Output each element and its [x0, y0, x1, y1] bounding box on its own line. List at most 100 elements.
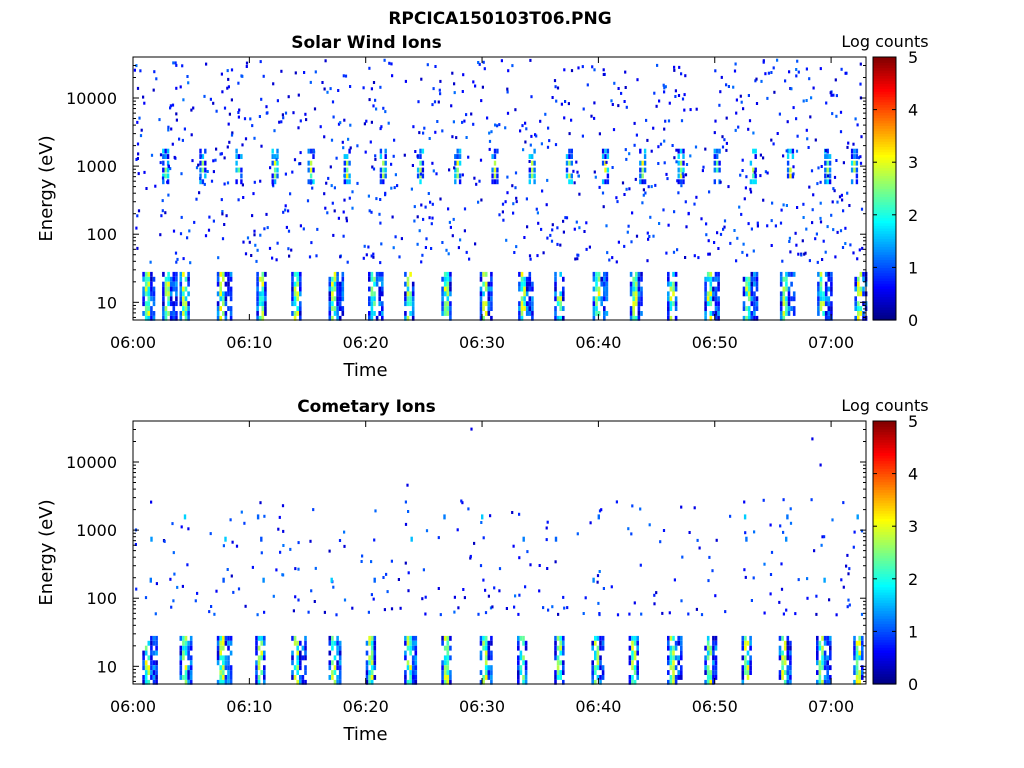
spectrogram-cell [310, 241, 313, 245]
spectrogram-cell [155, 640, 158, 646]
spectrogram-cell [754, 154, 757, 159]
spectrogram-cell [426, 63, 429, 67]
spectrogram-cell [313, 150, 316, 154]
spectrogram-cell [714, 315, 718, 321]
spectrogram-cell [713, 167, 716, 173]
spectrogram-cell [147, 655, 151, 661]
spectrogram-cell [546, 567, 549, 570]
spectrogram-cell [855, 154, 859, 159]
spectrogram-cell [360, 560, 363, 563]
x-tick-label: 07:00 [808, 697, 854, 716]
spectrogram-cell [859, 306, 863, 311]
spectrogram-cell [380, 242, 383, 246]
spectrogram-cell [525, 291, 529, 297]
spectrogram-cell [712, 276, 715, 282]
spectrogram-cell [517, 665, 520, 671]
spectrogram-cell [750, 281, 754, 287]
spectrogram-cell [556, 242, 559, 246]
spectrogram-cell [819, 291, 823, 297]
spectrogram-cell [826, 167, 829, 173]
spectrogram-cell [827, 271, 831, 277]
spectrogram-cell [414, 635, 418, 641]
spectrogram-cell [528, 173, 531, 179]
spectrogram-cell [323, 192, 326, 196]
spectrogram-cell [824, 301, 828, 307]
spectrogram-cell [256, 271, 259, 277]
spectrogram-cell [441, 670, 444, 675]
spectrogram-cell [672, 301, 675, 307]
spectrogram-cell [293, 158, 297, 162]
colorbar-segment [873, 447, 896, 451]
spectrogram-cell [422, 568, 425, 572]
spectrogram-cell [519, 635, 523, 641]
spectrogram-cell [545, 526, 548, 530]
spectrogram-cell [333, 281, 337, 287]
spectrogram-cell [199, 160, 202, 166]
spectrogram-cell [281, 573, 284, 577]
spectrogram-cell [381, 286, 384, 292]
spectrogram-cell [697, 256, 700, 260]
spectrogram-cell [482, 679, 485, 685]
spectrogram-cell [224, 315, 228, 321]
spectrogram-cell [187, 527, 190, 531]
spectrogram-cell [741, 640, 745, 646]
spectrogram-cell [199, 177, 202, 180]
spectrogram-cell [833, 189, 836, 193]
spectrogram-cell [246, 236, 250, 240]
spectrogram-cell [514, 108, 517, 112]
spectrogram-cell [830, 281, 833, 287]
spectrogram-cell [705, 233, 708, 237]
spectrogram-cell [779, 301, 783, 307]
spectrogram-cell [753, 170, 756, 174]
spectrogram-cell [414, 660, 418, 666]
spectrogram-cell [667, 281, 670, 287]
spectrogram-cell [210, 605, 213, 608]
spectrogram-cell [327, 176, 330, 180]
spectrogram-cell [720, 75, 723, 79]
spectrogram-cell [169, 291, 173, 297]
spectrogram-cell [815, 594, 818, 598]
spectrogram-cell [764, 72, 767, 76]
spectrogram-cell [858, 650, 861, 656]
spectrogram-cell [857, 301, 860, 307]
spectrogram-cell [706, 296, 710, 302]
spectrogram-cell [856, 257, 859, 261]
spectrogram-cell [164, 306, 168, 311]
spectrogram-cell [160, 214, 163, 218]
spectrogram-cell [382, 160, 385, 166]
spectrogram-cell [406, 301, 410, 307]
spectrogram-cell [559, 296, 562, 302]
spectrogram-cell [137, 172, 140, 176]
spectrogram-cell [667, 301, 670, 307]
spectrogram-cell [370, 315, 374, 321]
spectrogram-cell [517, 670, 520, 675]
spectrogram-cell [418, 229, 421, 233]
spectrogram-cell [172, 315, 176, 321]
spectrogram-cell [180, 172, 183, 176]
spectrogram-cell [147, 271, 151, 277]
spectrogram-cell [596, 645, 600, 651]
spectrogram-cell [636, 665, 639, 671]
spectrogram-cell [409, 645, 412, 651]
spectrogram-cell [821, 679, 824, 685]
spectrogram-cell [142, 95, 145, 99]
spectrogram-cell [747, 276, 751, 282]
spectrogram-cell [331, 640, 334, 646]
colorbar-segment [873, 301, 896, 305]
spectrogram-cell [659, 142, 663, 146]
spectrogram-cell [744, 655, 747, 661]
spectrogram-cell [479, 306, 483, 311]
spectrogram-cell [304, 665, 307, 671]
spectrogram-cell [855, 675, 859, 680]
spectrogram-cell [704, 296, 707, 302]
spectrogram-cell [309, 173, 313, 179]
spectrogram-cell [709, 675, 713, 680]
colorbar-segment [873, 573, 896, 577]
y-tick-label: 10000 [66, 89, 117, 108]
spectrogram-cell [556, 665, 560, 671]
spectrogram-cell [328, 675, 332, 680]
spectrogram-cell [493, 179, 497, 185]
spectrogram-cell [781, 665, 784, 671]
spectrogram-cell [364, 150, 367, 154]
